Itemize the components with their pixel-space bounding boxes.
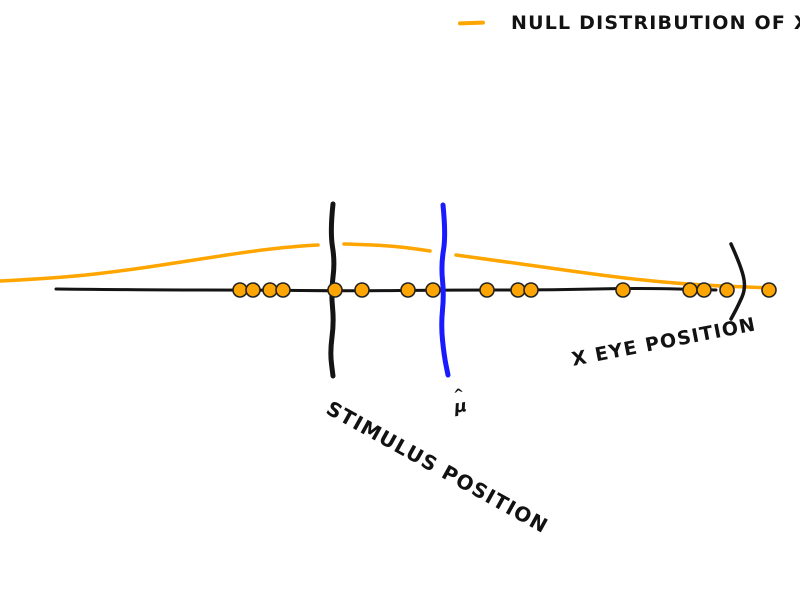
eye-position-data-dot	[400, 282, 416, 298]
legend-line-swatch	[457, 20, 486, 26]
eye-position-data-dot	[479, 282, 495, 298]
legend-label: NULL DISTRIBUTION OF X	[511, 12, 800, 34]
eye-position-axis	[54, 287, 718, 293]
eye-position-data-dot	[510, 282, 526, 298]
mu-hat-label: ^ μ	[444, 386, 475, 417]
eye-position-data-dot	[327, 282, 343, 298]
legend: NULL DISTRIBUTION OF X	[457, 12, 800, 34]
eye-position-data-dot	[696, 282, 712, 298]
mu-line	[439, 202, 451, 378]
eye-position-data-dot	[262, 282, 278, 298]
eye-position-data-dot	[523, 282, 539, 298]
eye-position-data-dot	[761, 282, 777, 298]
eye-position-data-dot	[232, 282, 248, 298]
eye-position-data-dot	[682, 282, 698, 298]
null-distribution-curve-left	[0, 243, 320, 283]
eye-position-data-dot	[719, 282, 735, 298]
eye-position-data-dot	[425, 282, 441, 298]
eye-position-data-dot	[354, 282, 370, 298]
eye-position-data-dot	[275, 282, 291, 298]
eye-position-data-dot	[615, 282, 631, 298]
eye-position-data-dot	[245, 282, 261, 298]
bracket	[729, 242, 747, 321]
null-distribution-curve-mid	[342, 242, 432, 253]
